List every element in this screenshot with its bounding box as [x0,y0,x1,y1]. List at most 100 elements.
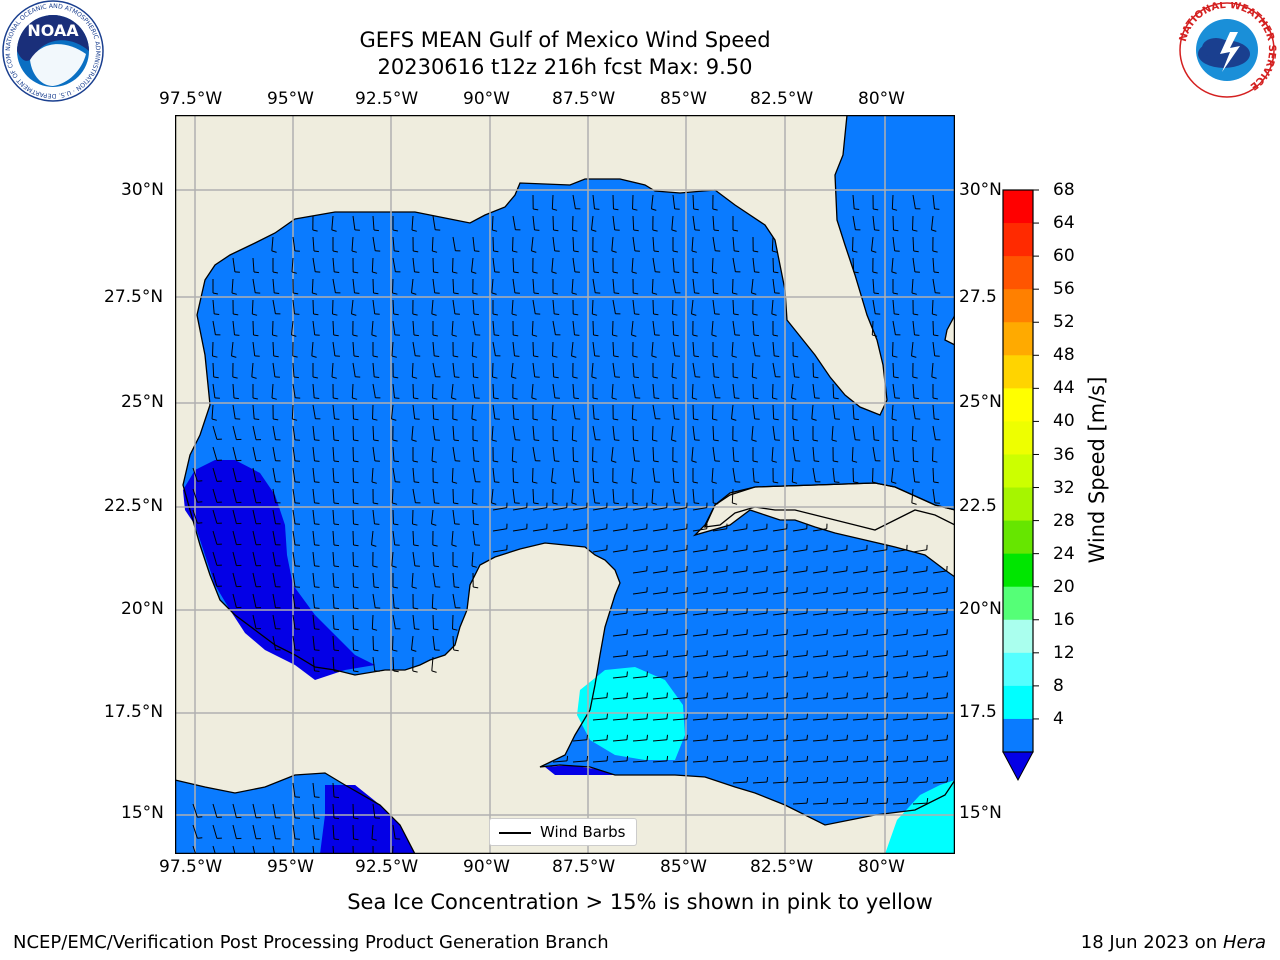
wind-barb-flag [572,376,578,379]
wind-barb [872,215,875,230]
wind-barb [912,591,927,595]
colorbar-segment [1003,289,1033,323]
wind-barb-flag [726,755,729,761]
wind-barb [812,802,828,805]
wind-barb [651,341,654,356]
wind-barb [692,278,695,293]
wind-barb [492,257,496,272]
wind-barb [292,362,295,378]
wind-barb [732,278,734,294]
wind-barb-flag [291,334,297,337]
wind-barb [872,278,875,294]
wind-barb-flag [926,734,928,740]
wind-barb [652,446,655,462]
wind-barb-flag [432,607,438,610]
wind-barb [572,739,587,742]
wind-barb [192,509,198,524]
wind-barb-flag [313,250,319,253]
lon-label-top: 97.5°W [159,89,223,109]
wind-barb [331,362,334,378]
wind-barb [352,803,354,819]
wind-barb-flag [333,502,340,505]
wind-barb-flag [834,481,840,483]
wind-barb [432,614,434,630]
wind-barb [792,654,807,658]
wind-barb [891,467,894,482]
wind-barb [432,257,434,273]
wind-barb-flag [726,692,728,698]
wind-barb-flag [314,397,320,399]
wind-barb [232,509,237,524]
wind-barb-flag [353,439,359,442]
wind-barb [552,446,555,461]
wind-barb [231,278,234,294]
wind-barb [932,760,948,763]
wind-barb-flag [773,418,779,421]
wind-barb [672,654,687,658]
wind-barb [432,362,436,377]
wind-barb [432,488,435,503]
wind-barb [212,845,216,854]
wind-barb [772,718,787,721]
wind-barb-flag [411,229,417,232]
wind-barb [732,654,747,658]
wind-barb [892,570,907,574]
wind-barb [312,467,315,482]
wind-barb-flag [452,271,458,274]
wind-barb [432,572,436,587]
wind-barb [592,697,607,700]
wind-barb-flag [854,208,860,210]
wind-barb [832,760,848,763]
wind-barb [652,654,667,658]
lat-label-right: 20°N [959,599,1002,619]
wind-barb [392,446,395,462]
colorbar-segment [1003,355,1033,389]
wind-barb-flag [432,250,438,253]
wind-barb [452,236,456,251]
wind-barb [292,488,296,503]
wind-barb [651,278,654,294]
wind-barb-flag [946,671,948,677]
lat-label-left: 22.5°N [104,496,164,516]
wind-barb [712,446,716,461]
wind-barb [291,404,294,420]
wind-barb-flag [611,460,617,463]
wind-barb-flag [353,586,359,589]
wind-barb [811,404,814,419]
lon-label-bottom: 85°W [660,857,707,877]
wind-barb [672,591,687,595]
ocean-wind-below-4-belize [545,765,615,775]
wind-barb [872,612,887,616]
wind-barb [332,488,335,504]
wind-barb [511,299,514,315]
wind-barb-flag [491,502,497,505]
wind-barb [232,320,235,335]
wind-barb [632,654,647,658]
wind-barb-flag [493,250,499,253]
wind-barb [272,278,275,293]
wind-barb-flag [413,334,419,337]
wind-barb-flag [433,271,439,274]
wind-barb [491,278,494,293]
wind-barb [692,739,707,742]
wind-barb [612,760,628,763]
wind-barb-flag [512,250,518,253]
wind-barb [712,278,714,294]
wind-barb [912,612,927,616]
wind-barb-flag [746,713,748,719]
wind-barb-flag [372,271,378,274]
wind-barb [931,362,934,377]
wind-barb-flag [891,418,897,421]
wind-barb [632,570,647,574]
wind-barb [232,572,237,587]
wind-barb-flag [886,798,889,804]
wind-barb-flag [946,692,948,698]
wind-barb [371,530,374,545]
wind-barb-flag [473,523,479,526]
wind-barb [411,425,414,440]
wind-barb-flag [392,229,398,232]
wind-barb-flag [646,734,648,740]
wind-barb-flag [852,460,858,463]
ocean-wind-4-8 [183,115,955,825]
wind-barb-flag [393,313,399,316]
